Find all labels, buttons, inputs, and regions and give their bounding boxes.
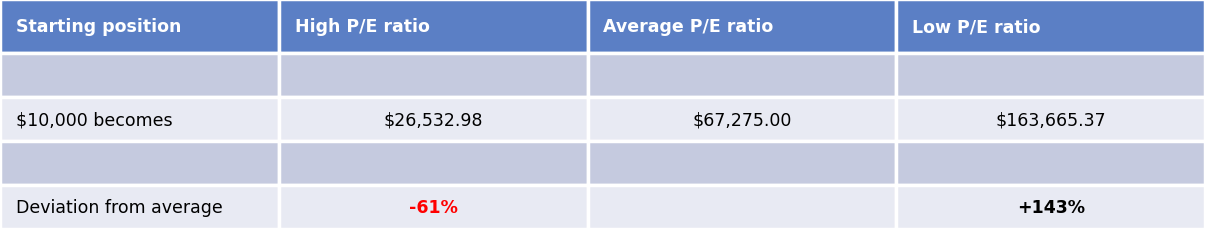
Bar — [280, 0, 588, 54]
Bar — [897, 98, 1205, 141]
Text: Starting position: Starting position — [16, 18, 181, 36]
Bar — [588, 141, 897, 185]
Bar — [897, 54, 1205, 98]
Bar — [280, 54, 588, 98]
Text: $10,000 becomes: $10,000 becomes — [16, 111, 172, 128]
Bar — [0, 141, 280, 185]
Text: -61%: -61% — [408, 198, 458, 216]
Bar — [588, 185, 897, 229]
Text: Low P/E ratio: Low P/E ratio — [912, 18, 1041, 36]
Bar — [588, 54, 897, 98]
Bar — [897, 141, 1205, 185]
Bar — [0, 0, 280, 54]
Bar — [280, 98, 588, 141]
Text: $26,532.98: $26,532.98 — [383, 111, 483, 128]
Bar — [0, 98, 280, 141]
Text: $163,665.37: $163,665.37 — [995, 111, 1106, 128]
Bar — [588, 0, 897, 54]
Bar — [280, 141, 588, 185]
Text: High P/E ratio: High P/E ratio — [294, 18, 429, 36]
Bar — [588, 98, 897, 141]
Bar — [897, 0, 1205, 54]
Bar — [0, 54, 280, 98]
Text: +143%: +143% — [1017, 198, 1084, 216]
Bar — [280, 185, 588, 229]
Text: $67,275.00: $67,275.00 — [693, 111, 792, 128]
Bar — [897, 185, 1205, 229]
Text: Deviation from average: Deviation from average — [16, 198, 223, 216]
Bar — [0, 185, 280, 229]
Text: Average P/E ratio: Average P/E ratio — [604, 18, 774, 36]
